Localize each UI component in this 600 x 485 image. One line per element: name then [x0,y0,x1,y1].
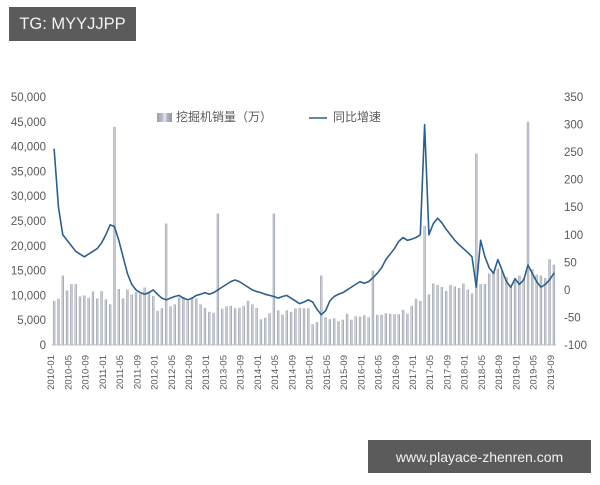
svg-text:2015-05: 2015-05 [322,355,333,390]
svg-text:-50: -50 [564,312,581,324]
svg-text:-100: -100 [564,340,587,352]
svg-text:20,000: 20,000 [11,241,46,253]
svg-text:2010-05: 2010-05 [63,355,74,390]
svg-text:50: 50 [564,257,577,269]
svg-text:2019-05: 2019-05 [529,355,540,390]
svg-text:15,000: 15,000 [11,266,46,278]
svg-text:2012-01: 2012-01 [150,355,161,390]
svg-text:同比增速: 同比增速 [333,110,381,124]
svg-text:2011-09: 2011-09 [132,355,143,389]
svg-text:2017-09: 2017-09 [442,355,453,390]
svg-text:2011-01: 2011-01 [98,355,109,389]
svg-text:0: 0 [564,285,570,297]
svg-text:2011-05: 2011-05 [115,355,126,389]
svg-text:35,000: 35,000 [11,166,46,178]
svg-text:2018-01: 2018-01 [460,355,471,390]
svg-text:45,000: 45,000 [11,117,46,129]
svg-text:2013-01: 2013-01 [201,355,212,390]
svg-text:2016-09: 2016-09 [391,355,402,390]
svg-text:2015-09: 2015-09 [339,355,350,390]
svg-text:2013-09: 2013-09 [236,355,247,390]
svg-text:350: 350 [564,92,583,104]
svg-text:2016-05: 2016-05 [374,355,385,390]
svg-text:2017-01: 2017-01 [408,355,419,390]
svg-text:100: 100 [564,230,583,242]
svg-text:2016-01: 2016-01 [356,355,367,390]
svg-text:10,000: 10,000 [11,290,46,302]
svg-text:2014-05: 2014-05 [270,355,281,390]
svg-text:2015-01: 2015-01 [305,355,316,390]
svg-text:挖掘机销量（万）: 挖掘机销量（万） [176,109,272,124]
svg-text:25,000: 25,000 [11,216,46,228]
svg-text:2018-05: 2018-05 [477,355,488,390]
svg-text:2014-09: 2014-09 [287,355,298,390]
svg-text:0: 0 [40,340,46,352]
svg-text:2010-09: 2010-09 [81,355,92,390]
svg-text:40,000: 40,000 [11,142,46,154]
svg-text:150: 150 [564,202,583,214]
svg-text:2010-01: 2010-01 [46,355,57,390]
svg-text:200: 200 [564,175,583,187]
svg-text:5,000: 5,000 [17,315,46,327]
svg-text:30,000: 30,000 [11,191,46,203]
svg-text:50,000: 50,000 [11,92,46,104]
svg-text:2012-09: 2012-09 [184,355,195,390]
svg-text:2019-09: 2019-09 [546,355,557,390]
svg-text:250: 250 [564,147,583,159]
svg-text:2019-01: 2019-01 [511,355,522,390]
svg-text:2014-01: 2014-01 [253,355,264,390]
svg-text:2012-05: 2012-05 [167,355,178,390]
svg-text:2017-05: 2017-05 [425,355,436,390]
svg-text:300: 300 [564,120,583,132]
svg-text:2018-09: 2018-09 [494,355,505,390]
svg-text:2013-05: 2013-05 [218,355,229,390]
